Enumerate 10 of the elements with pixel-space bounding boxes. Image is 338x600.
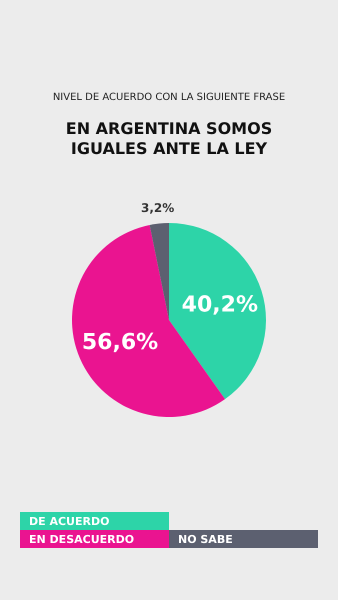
data-label: 56,6% [82,330,158,355]
pie-slice [150,223,169,320]
legend-label: NO SABE [178,532,233,546]
data-label: 3,2% [141,200,174,215]
data-label: 40,2% [182,292,258,318]
legend-label: DE ACUERDO [29,514,110,528]
chart-title: EN ARGENTINA SOMOS IGUALES ANTE LA LEY [66,119,272,158]
legend-label: EN DESACUERDO [29,532,134,546]
chart-subtitle: NIVEL DE ACUERDO CON LA SIGUIENTE FRASE [52,92,286,103]
pie-slice [169,223,266,400]
